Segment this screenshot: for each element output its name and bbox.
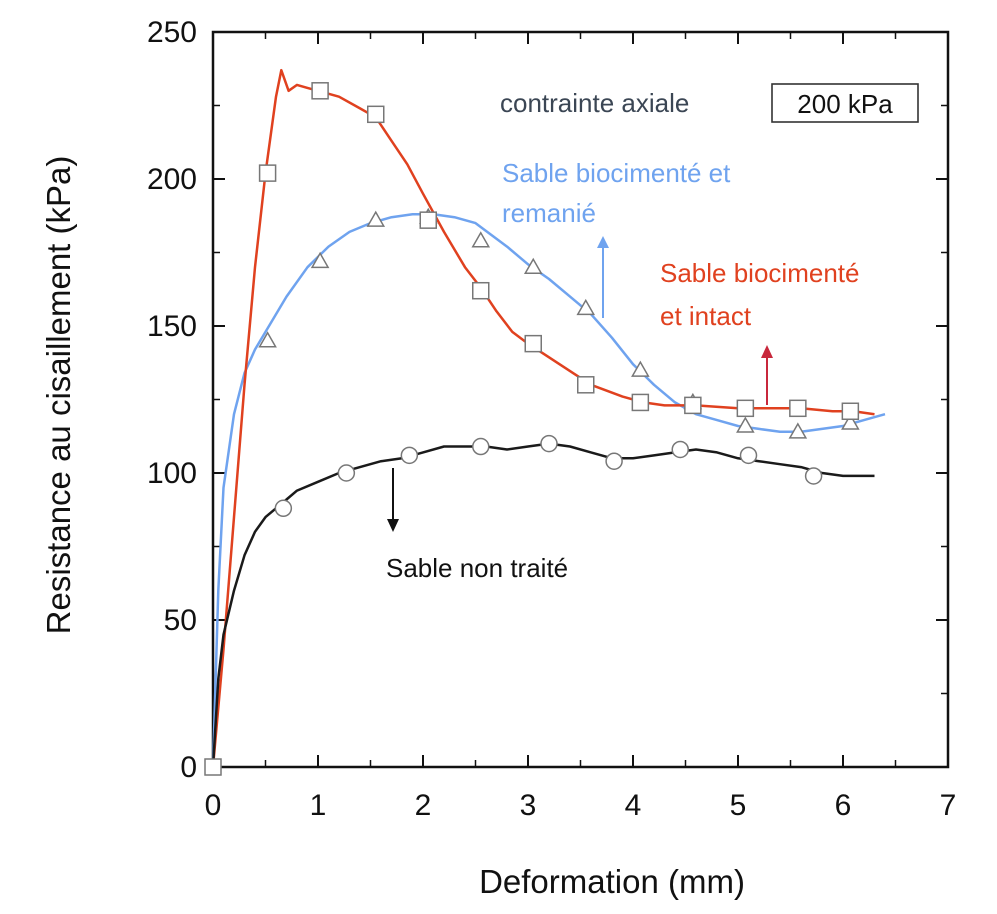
arrow-intact-head xyxy=(761,345,773,358)
data-point-triangle xyxy=(310,251,330,269)
y-tick-label: 50 xyxy=(164,604,197,637)
y-tick-label: 250 xyxy=(147,16,197,49)
x-tick-labels: 0 1 2 3 4 5 6 7 xyxy=(205,789,957,822)
data-point-triangle xyxy=(631,360,650,377)
arrow-untreated-head xyxy=(387,519,399,532)
y-tick-label: 100 xyxy=(147,457,197,490)
data-point-triangle xyxy=(841,413,860,430)
annotation-axial-stress-value: 200 kPa xyxy=(797,89,893,119)
y-axis-title: Resistance au cisaillement (kPa) xyxy=(40,156,77,635)
y-tick-label: 0 xyxy=(180,751,197,784)
x-tick-label: 2 xyxy=(415,789,432,822)
data-point-triangle xyxy=(788,422,808,439)
data-point-square xyxy=(419,211,437,229)
annotation-intact-line2: et intact xyxy=(660,301,752,331)
plot-frame xyxy=(211,30,950,769)
y-tick-label: 150 xyxy=(147,310,197,343)
annotation-axial-stress-label: contrainte axiale xyxy=(500,88,689,118)
annotation-intact-line1: Sable biocimenté xyxy=(660,258,859,288)
data-point-triangle xyxy=(576,298,596,316)
x-tick-label: 0 xyxy=(205,789,222,822)
data-point-square xyxy=(367,105,385,124)
y-tick-labels: 0 50 100 150 200 250 xyxy=(147,16,197,784)
data-point-square xyxy=(631,393,650,412)
y-tick-label: 200 xyxy=(147,163,197,196)
data-point-square xyxy=(204,758,222,776)
data-point-triangle xyxy=(471,231,491,248)
data-point-triangle xyxy=(736,416,755,433)
data-point-circle xyxy=(739,446,758,465)
annotation-untreated-label: Sable non traité xyxy=(386,553,568,583)
data-point-square xyxy=(841,402,860,421)
data-point-circle xyxy=(540,434,558,453)
data-point-triangle xyxy=(366,210,386,227)
data-point-square xyxy=(311,82,329,100)
x-tick-label: 1 xyxy=(310,789,327,822)
x-axis-title: Deformation (mm) xyxy=(479,863,745,900)
arrow-remanie-head xyxy=(597,236,609,248)
x-tick-label: 5 xyxy=(730,789,747,822)
annotation-remanie-line2: remanié xyxy=(502,198,596,228)
axis-ticks xyxy=(212,31,949,768)
data-point-circle xyxy=(605,452,623,470)
data-point-square xyxy=(524,334,542,353)
data-point-square xyxy=(789,399,807,418)
annotation-axial-stress-box xyxy=(771,83,919,123)
data-point-square xyxy=(577,376,595,394)
x-tick-label: 3 xyxy=(520,789,537,822)
data-series xyxy=(204,68,886,776)
data-point-circle xyxy=(472,437,490,456)
data-point-triangle xyxy=(258,331,277,348)
data-point-circle xyxy=(804,467,823,485)
annotation-remanie-line1: Sable biocimenté et xyxy=(502,158,731,188)
data-point-square xyxy=(258,164,277,182)
series-line-triangle xyxy=(211,213,886,768)
data-point-circle xyxy=(337,464,356,482)
data-point-circle xyxy=(274,499,293,518)
x-tick-label: 6 xyxy=(835,789,852,822)
x-tick-label: 7 xyxy=(940,789,957,822)
data-point-circle xyxy=(400,446,419,465)
data-point-square xyxy=(736,399,755,418)
data-point-square xyxy=(684,396,702,415)
x-tick-label: 4 xyxy=(625,789,642,822)
series-line-circle xyxy=(211,442,875,768)
data-point-square xyxy=(472,281,490,300)
data-point-triangle xyxy=(523,257,543,274)
data-point-circle xyxy=(671,440,689,459)
